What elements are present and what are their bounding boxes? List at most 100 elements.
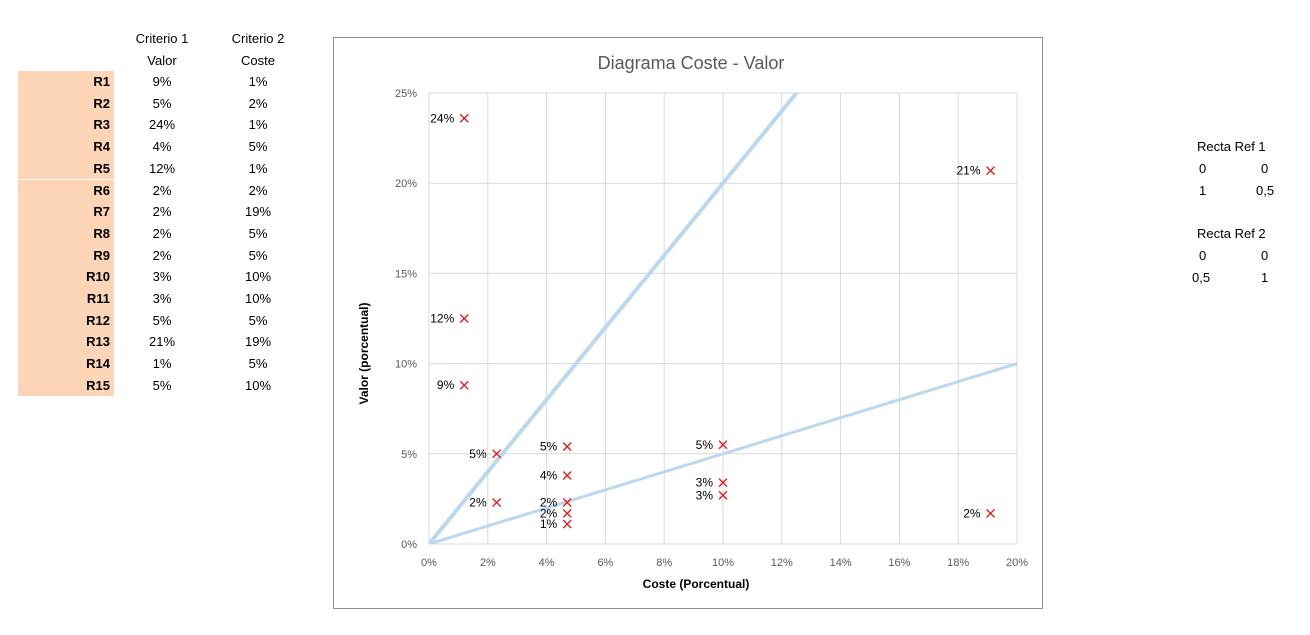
data-label: 5% — [469, 447, 487, 461]
col-header-coste: Coste — [241, 53, 275, 68]
data-point — [459, 380, 469, 390]
data-label: 1% — [540, 517, 558, 531]
data-label: 2% — [540, 506, 558, 520]
ref2-title: Recta Ref 2 — [1197, 226, 1266, 241]
row-label: R8 — [18, 222, 114, 245]
valor-cell: 1% — [152, 356, 172, 372]
coste-cell: 5% — [248, 356, 268, 372]
table-row: R8 2% 5% — [0, 222, 300, 245]
valor-cell: 5% — [152, 377, 172, 393]
ref1-r2c1: 1 — [1199, 183, 1207, 198]
valor-cell: 5% — [152, 312, 172, 328]
data-point — [562, 470, 572, 480]
coste-cell: 19% — [244, 204, 272, 220]
x-tick-label: 12% — [771, 557, 793, 569]
coste-cell: 5% — [248, 225, 268, 241]
row-label: R1 — [18, 71, 114, 93]
table-row: R7 2% 19% — [0, 201, 300, 223]
coste-cell: 10% — [244, 269, 272, 285]
row-label: R15 — [18, 374, 114, 397]
data-label: 5% — [696, 438, 714, 452]
y-axis-label: Valor (porcentual) — [357, 302, 371, 404]
y-tick-label: 20% — [395, 178, 417, 190]
table-row: R6 2% 2% — [0, 179, 300, 202]
y-tick-label: 5% — [401, 449, 417, 461]
data-label: 24% — [430, 111, 454, 125]
x-tick-label: 8% — [656, 557, 672, 569]
x-tick-label: 10% — [712, 557, 734, 569]
coste-cell: 19% — [244, 334, 272, 350]
data-point — [718, 440, 728, 450]
table-row: R12 5% 5% — [0, 309, 300, 332]
table-row: R15 5% 10% — [0, 374, 300, 397]
data-point — [562, 508, 572, 518]
data-point — [562, 498, 572, 508]
valor-cell: 3% — [152, 269, 172, 285]
row-label: R10 — [18, 266, 114, 288]
data-point — [718, 478, 728, 488]
reference-line — [429, 93, 800, 544]
valor-cell: 2% — [152, 225, 172, 241]
coste-cell: 5% — [248, 247, 268, 263]
valor-cell: 2% — [152, 247, 172, 263]
table-row: R14 1% 5% — [0, 353, 300, 375]
data-label: 3% — [696, 488, 714, 502]
data-label: 9% — [437, 378, 455, 392]
valor-cell: 2% — [152, 182, 172, 198]
data-point — [492, 449, 502, 459]
coste-cell: 1% — [248, 160, 268, 176]
scatter-chart: 0% 2% 4% 6% 8% 10% 12% 14% 16% 18% 20% 0% 5% 10% 15% 20… — [357, 53, 1028, 591]
valor-cell: 24% — [148, 117, 176, 133]
table-row: R1 9% 1% — [0, 71, 300, 93]
valor-cell: 3% — [152, 291, 172, 306]
valor-cell: 9% — [152, 74, 172, 89]
col-header-criterio-2: Criterio 2 — [231, 31, 285, 46]
coste-cell: 5% — [248, 312, 268, 328]
y-tick-label: 25% — [395, 88, 417, 100]
row-label: R7 — [18, 201, 114, 223]
x-tick-label: 18% — [947, 557, 969, 569]
x-tick-label: 4% — [539, 557, 555, 569]
ref2-r1c2: 0 — [1261, 248, 1269, 263]
data-point — [986, 508, 996, 518]
y-tick-label: 15% — [395, 268, 417, 280]
data-point — [562, 519, 572, 529]
data-label: 2% — [469, 496, 487, 510]
x-tick-label: 20% — [1006, 557, 1028, 569]
data-point — [562, 442, 572, 452]
x-tick-label: 0% — [421, 557, 437, 569]
chart-title: Diagrama Coste - Valor — [598, 53, 785, 73]
row-label: R12 — [18, 309, 114, 332]
coste-cell: 1% — [248, 74, 268, 89]
data-point — [986, 166, 996, 176]
x-tick-label: 2% — [480, 557, 496, 569]
col-header-valor: Valor — [147, 53, 177, 68]
valor-cell: 4% — [152, 139, 172, 155]
row-label: R5 — [18, 157, 114, 180]
valor-cell: 21% — [148, 334, 176, 350]
coste-cell: 2% — [248, 182, 268, 198]
x-axis-label: Coste (Porcentual) — [643, 577, 750, 591]
ref1-title: Recta Ref 1 — [1197, 139, 1266, 154]
ref2-r2c1: 0,5 — [1192, 270, 1211, 285]
ref2-r2c2: 1 — [1261, 270, 1269, 285]
y-tick-label: 10% — [395, 359, 417, 371]
row-label: R3 — [18, 114, 114, 137]
row-label: R4 — [18, 136, 114, 158]
x-tick-label: 14% — [830, 557, 852, 569]
table-row: R4 4% 5% — [0, 136, 300, 158]
row-label: R6 — [18, 179, 114, 202]
valor-cell: 5% — [152, 95, 172, 111]
data-point — [492, 498, 502, 508]
row-label: R2 — [18, 92, 114, 115]
table-row: R3 24% 1% — [0, 114, 300, 137]
table-row: R2 5% 2% — [0, 92, 300, 115]
ref2-r1c1: 0 — [1199, 248, 1207, 263]
reference-line — [429, 362, 1017, 544]
row-label: R9 — [18, 244, 114, 267]
data-label: 2% — [540, 496, 558, 510]
coste-cell: 10% — [244, 377, 272, 393]
table-row: R10 3% 10% — [0, 266, 300, 288]
col-header-criterio-1: Criterio 1 — [135, 31, 189, 46]
coste-cell: 5% — [248, 139, 268, 155]
